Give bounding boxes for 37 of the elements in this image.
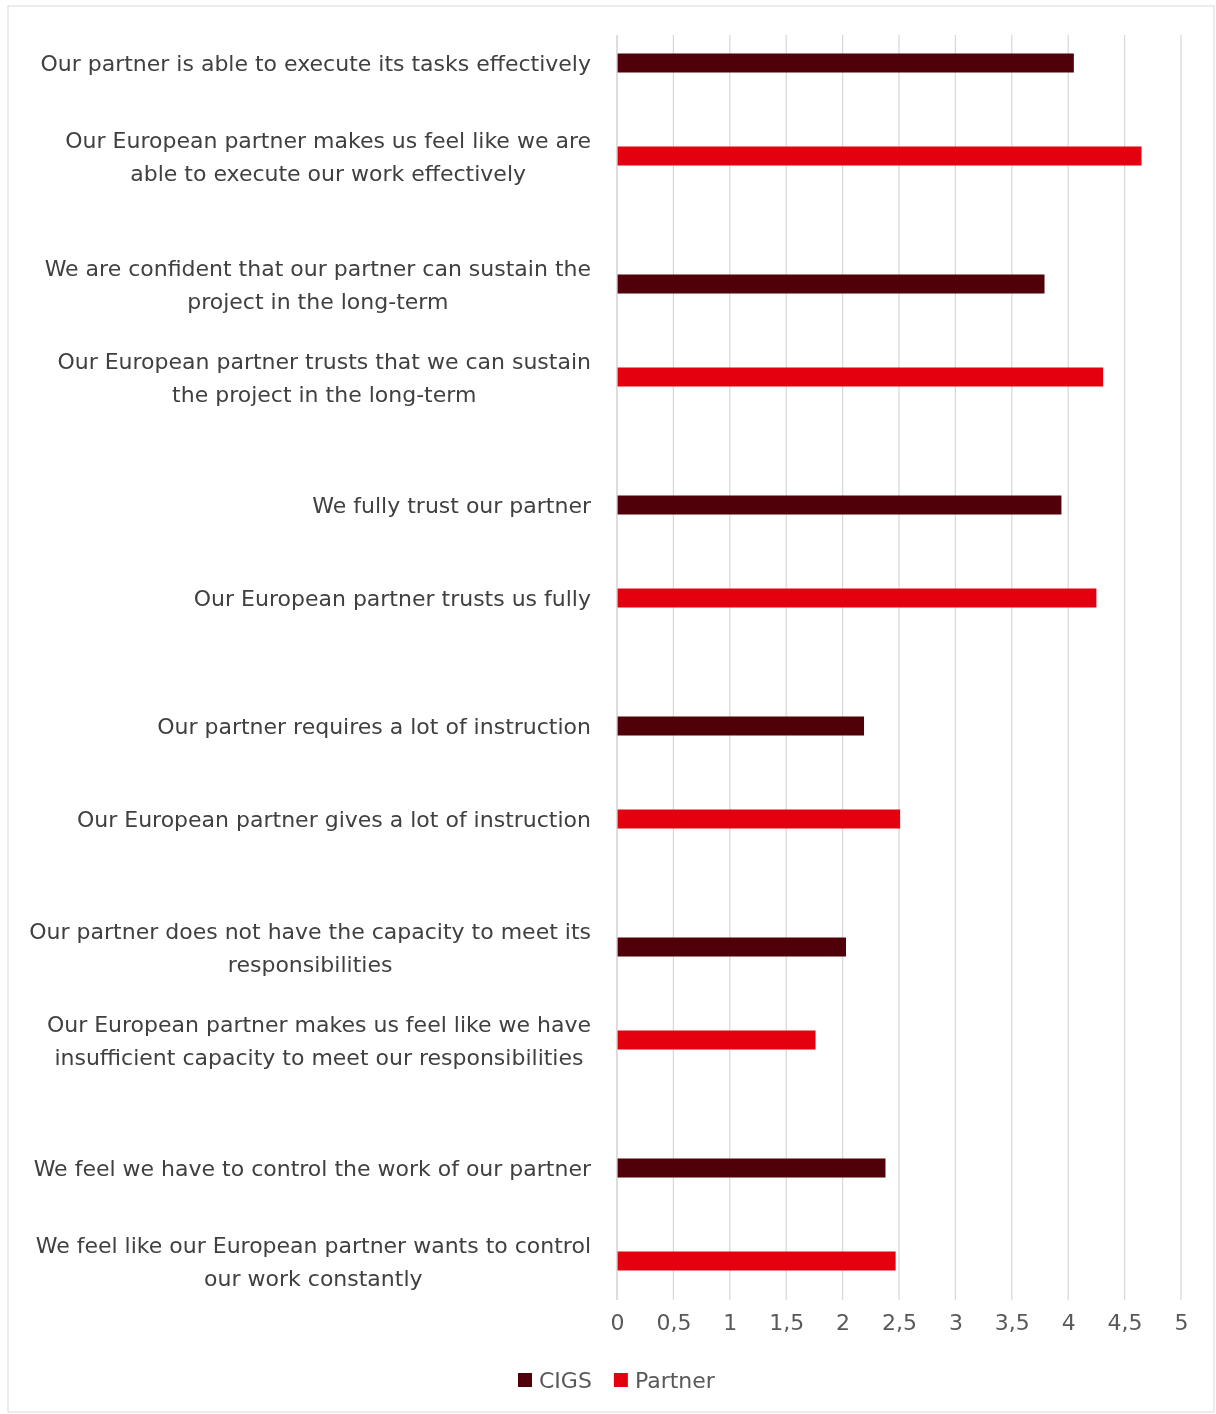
x-tick-label: 3: [948, 1309, 963, 1335]
y-tick-label: We fully trust our partner: [312, 493, 592, 518]
y-tick-label: We are confident that our partner can sustain the project in the long-term: [44, 255, 591, 314]
y-tick-label: Our European partner gives a lot of instruction: [76, 807, 591, 832]
y-tick-label: Our partner does not have the capacity to meet its responsibilities: [29, 918, 591, 977]
x-tick-label: 2,5: [882, 1309, 917, 1335]
bar: [617, 274, 1045, 294]
x-tick-label: 5: [1174, 1309, 1189, 1335]
bar: [617, 588, 1097, 608]
x-tick-label: 4: [1061, 1309, 1076, 1335]
y-tick-label: Our European partner makes us feel like we have insufficient capacity to meet our responsibilities: [46, 1011, 591, 1070]
bar: [617, 809, 901, 829]
legend-label: Partner: [634, 1368, 716, 1393]
x-tick-label: 0: [610, 1309, 625, 1335]
bar: [617, 716, 865, 736]
y-tick-label: Our European partner trusts us fully: [193, 586, 591, 611]
x-tick-label: 4,5: [1107, 1309, 1143, 1335]
y-tick-label: Our partner requires a lot of instruction: [157, 714, 591, 739]
y-tick-label: We feel like our European partner wants to control our work constantly: [35, 1232, 591, 1291]
bar: [617, 1030, 816, 1050]
bar: [617, 1251, 896, 1271]
y-tick-label: Our European partner makes us feel like we are able to execute our work effectively: [65, 127, 591, 186]
y-tick-label: Our partner is able to execute its tasks effectively: [40, 51, 591, 76]
bar: [617, 937, 846, 957]
x-tick-label: 1,5: [769, 1309, 805, 1335]
bar: [617, 53, 1074, 73]
bar: [617, 495, 1062, 515]
bar: [617, 1158, 886, 1178]
y-tick-label: Our European partner trusts that we can sustain the project in the long-term: [57, 348, 591, 407]
x-tick-label: 2: [836, 1309, 851, 1335]
x-tick-label: 0,5: [656, 1309, 692, 1335]
x-tick-label: 3,5: [994, 1309, 1030, 1335]
bar: [617, 367, 1104, 387]
x-tick-label: 1: [723, 1309, 738, 1335]
legend-label: CIGS: [539, 1368, 592, 1393]
y-tick-label: We feel we have to control the work of our partner: [33, 1156, 592, 1181]
bar: [617, 146, 1142, 166]
